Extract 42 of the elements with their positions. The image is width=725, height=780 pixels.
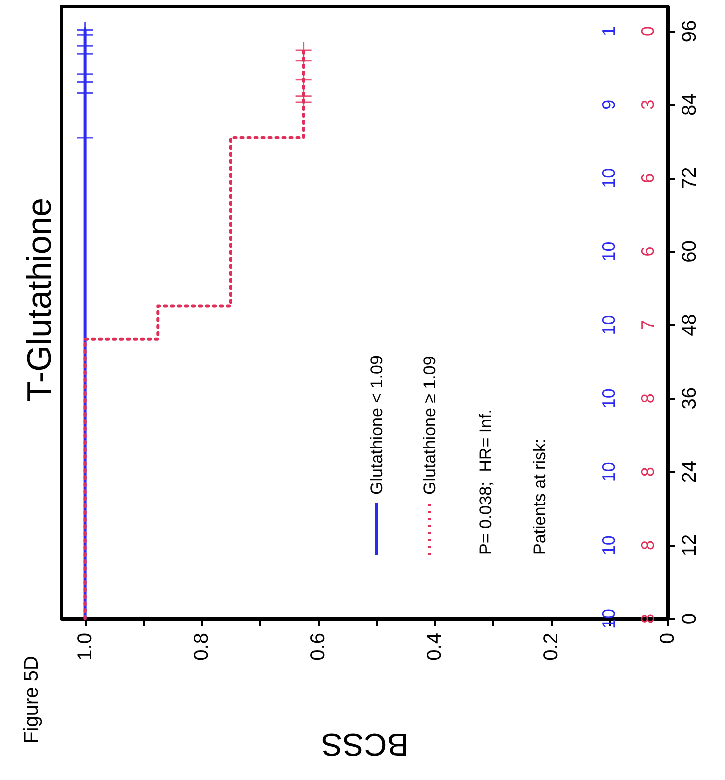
y-tick-label: 0	[679, 613, 701, 625]
x-tick-label: 0.4	[424, 633, 446, 661]
x-tick-label: 0.2	[540, 633, 562, 661]
text: T-Glutathione	[21, 198, 59, 402]
x-tick-label: 1.0	[74, 633, 96, 661]
annotation: 10	[599, 315, 619, 336]
y-tick-label: 36	[679, 388, 701, 410]
y-tick-label: 96	[679, 20, 701, 43]
annotation: 8	[638, 467, 658, 478]
annotation: 8	[638, 540, 658, 551]
annotation: 6	[638, 173, 658, 184]
point	[295, 42, 313, 60]
x-tick-label: 0	[657, 633, 679, 644]
x-tick-label: 0.8	[190, 633, 213, 661]
annotation: 8	[638, 394, 658, 404]
y-tick-label: 24	[679, 460, 701, 484]
annotation: 10	[599, 168, 619, 188]
annotation: 1	[599, 26, 619, 36]
text: Figure 5D	[21, 656, 43, 744]
annotation: 3	[638, 100, 658, 110]
y-tick-label: 72	[679, 167, 701, 190]
x-axis-title: BCSS	[321, 727, 409, 763]
annotation: 7	[638, 320, 658, 330]
y-tick-label: 60	[679, 240, 701, 263]
y-tick-label: 48	[679, 314, 701, 336]
annotation: 8	[638, 614, 658, 624]
annotation: 0	[638, 26, 658, 36]
y-tick-label: 12	[679, 534, 701, 557]
annotation: 10	[599, 608, 619, 630]
point	[295, 88, 313, 106]
annotation: 10	[599, 242, 619, 262]
annotation: 10	[599, 462, 619, 482]
text: Glutathione < 1.09	[368, 356, 386, 495]
y-tick-label: 84	[679, 94, 701, 116]
annotation: 10	[599, 388, 619, 409]
x-tick-label: 0.6	[307, 633, 330, 661]
annotation: 9	[599, 100, 619, 110]
annotation: 6	[638, 246, 658, 257]
annotation: Patients at risk:	[530, 438, 550, 555]
text: Glutathione ≥ 1.09	[420, 356, 440, 495]
annotation: P= 0.038; HR= Inf.	[476, 409, 496, 555]
annotation: 10	[599, 536, 619, 556]
